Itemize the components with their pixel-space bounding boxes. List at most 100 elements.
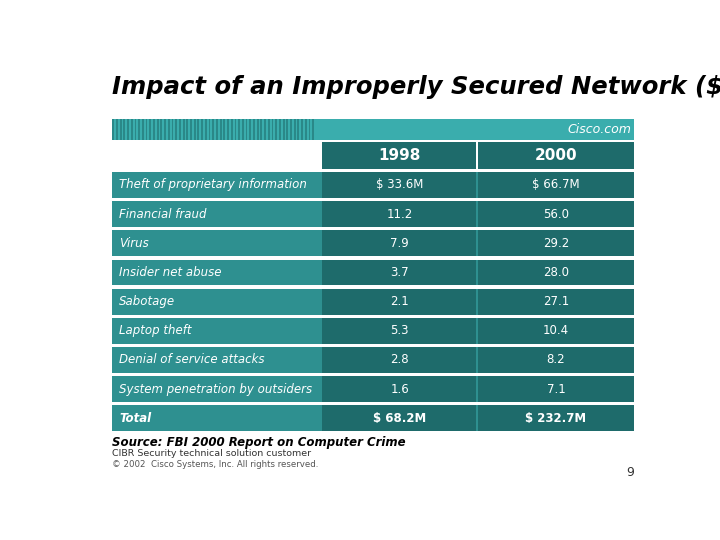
Text: Sabotage: Sabotage bbox=[119, 295, 175, 308]
Bar bbox=[116, 119, 118, 140]
Bar bbox=[271, 119, 274, 140]
Bar bbox=[264, 119, 266, 140]
Text: 56.0: 56.0 bbox=[543, 208, 569, 221]
Bar bbox=[249, 119, 251, 140]
Bar bbox=[120, 119, 122, 140]
Text: Cisco.com: Cisco.com bbox=[567, 123, 631, 136]
Bar bbox=[294, 119, 296, 140]
Bar bbox=[168, 119, 170, 140]
Text: 9: 9 bbox=[626, 466, 634, 479]
Bar bbox=[478, 376, 634, 402]
Text: 29.2: 29.2 bbox=[543, 237, 569, 250]
Bar bbox=[157, 119, 158, 140]
Text: 1998: 1998 bbox=[379, 148, 421, 163]
Bar bbox=[112, 289, 634, 314]
Text: 5.3: 5.3 bbox=[390, 324, 409, 338]
Text: Theft of proprietary information: Theft of proprietary information bbox=[119, 179, 307, 192]
Bar bbox=[478, 318, 634, 343]
Bar bbox=[305, 119, 307, 140]
Bar bbox=[261, 119, 262, 140]
Bar bbox=[257, 119, 258, 140]
Bar bbox=[322, 260, 476, 285]
Bar bbox=[138, 119, 140, 140]
Bar bbox=[186, 119, 188, 140]
Text: 2.8: 2.8 bbox=[390, 353, 409, 367]
Bar bbox=[127, 119, 129, 140]
Text: Laptop theft: Laptop theft bbox=[119, 324, 192, 338]
Text: Source: FBI 2000 Report on Computer Crime: Source: FBI 2000 Report on Computer Crim… bbox=[112, 436, 406, 449]
Bar bbox=[253, 119, 255, 140]
Bar bbox=[322, 201, 476, 227]
Bar bbox=[112, 119, 634, 140]
Bar bbox=[322, 376, 476, 402]
Bar bbox=[322, 231, 476, 256]
Text: 2.1: 2.1 bbox=[390, 295, 409, 308]
Bar bbox=[112, 347, 634, 373]
Text: Insider net abuse: Insider net abuse bbox=[119, 266, 222, 279]
Text: 27.1: 27.1 bbox=[543, 295, 569, 308]
Bar bbox=[145, 119, 148, 140]
Bar bbox=[238, 119, 240, 140]
Bar bbox=[227, 119, 229, 140]
Bar bbox=[312, 119, 314, 140]
Bar bbox=[223, 119, 225, 140]
Bar bbox=[287, 119, 288, 140]
Bar bbox=[142, 119, 144, 140]
Bar bbox=[112, 201, 634, 227]
Text: Total: Total bbox=[119, 411, 151, 424]
Bar bbox=[112, 376, 634, 402]
Bar bbox=[112, 260, 634, 285]
Bar bbox=[290, 119, 292, 140]
Bar bbox=[322, 289, 476, 314]
Bar bbox=[131, 119, 132, 140]
Bar bbox=[309, 119, 310, 140]
Bar bbox=[478, 260, 634, 285]
Text: Financial fraud: Financial fraud bbox=[119, 208, 207, 221]
Text: System penetration by outsiders: System penetration by outsiders bbox=[119, 382, 312, 396]
Bar bbox=[123, 119, 125, 140]
Bar bbox=[175, 119, 177, 140]
Text: 11.2: 11.2 bbox=[387, 208, 413, 221]
Bar bbox=[161, 119, 162, 140]
Text: 2000: 2000 bbox=[535, 148, 577, 163]
Bar bbox=[242, 119, 244, 140]
Bar bbox=[478, 406, 634, 431]
Bar bbox=[478, 289, 634, 314]
Bar bbox=[194, 119, 196, 140]
Bar bbox=[112, 231, 634, 256]
Bar bbox=[478, 201, 634, 227]
Text: $ 68.2M: $ 68.2M bbox=[373, 411, 426, 424]
Bar bbox=[112, 318, 634, 343]
Bar bbox=[209, 119, 210, 140]
Bar bbox=[279, 119, 281, 140]
Text: 7.9: 7.9 bbox=[390, 237, 409, 250]
Bar bbox=[112, 172, 634, 198]
Bar bbox=[478, 172, 634, 198]
Bar bbox=[275, 119, 277, 140]
Bar bbox=[322, 318, 476, 343]
Bar bbox=[231, 119, 233, 140]
Bar bbox=[179, 119, 181, 140]
Text: 8.2: 8.2 bbox=[546, 353, 565, 367]
Text: $ 66.7M: $ 66.7M bbox=[532, 179, 580, 192]
Text: 7.1: 7.1 bbox=[546, 382, 565, 396]
Bar bbox=[112, 119, 114, 140]
Text: Denial of service attacks: Denial of service attacks bbox=[119, 353, 264, 367]
Bar bbox=[235, 119, 236, 140]
Bar bbox=[246, 119, 248, 140]
Bar bbox=[301, 119, 303, 140]
Bar bbox=[153, 119, 155, 140]
Bar bbox=[220, 119, 222, 140]
Bar bbox=[216, 119, 218, 140]
Text: 3.7: 3.7 bbox=[390, 266, 409, 279]
Text: 1.6: 1.6 bbox=[390, 382, 409, 396]
Text: 10.4: 10.4 bbox=[543, 324, 569, 338]
Bar bbox=[164, 119, 166, 140]
Bar bbox=[322, 142, 476, 168]
Bar bbox=[322, 406, 476, 431]
Text: $ 33.6M: $ 33.6M bbox=[376, 179, 423, 192]
Bar bbox=[201, 119, 203, 140]
Bar bbox=[283, 119, 284, 140]
Bar bbox=[149, 119, 151, 140]
Bar bbox=[322, 347, 476, 373]
